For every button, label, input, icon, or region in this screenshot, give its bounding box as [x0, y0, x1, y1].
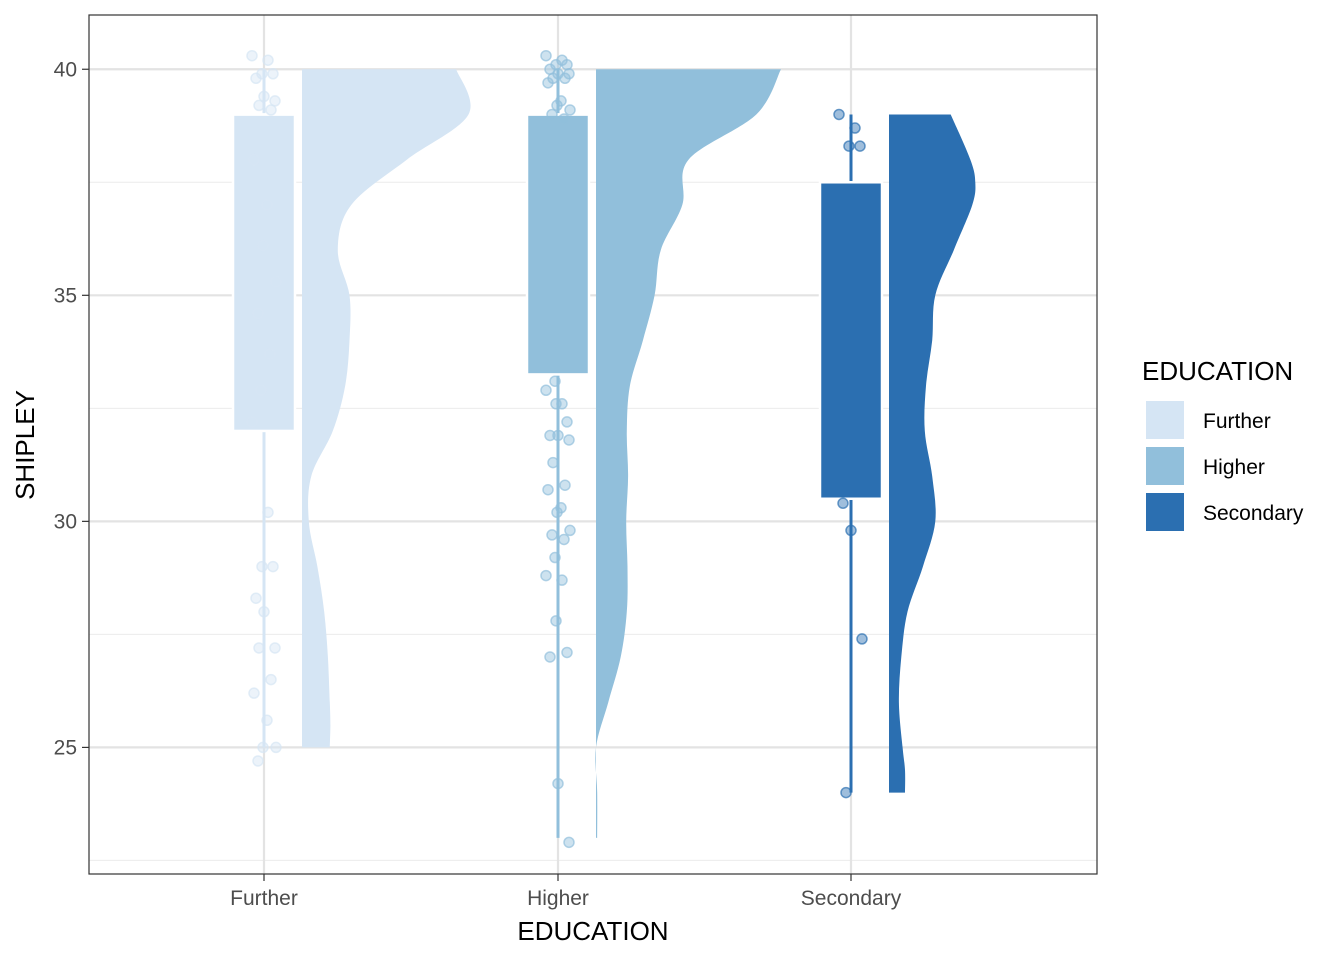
data-point-higher: [550, 615, 562, 627]
data-point-higher: [544, 651, 556, 663]
data-point-further: [261, 199, 273, 211]
data-point-further: [262, 506, 274, 519]
data-point-higher: [552, 429, 564, 442]
data-point-higher: [551, 506, 563, 519]
data-point-higher: [544, 429, 556, 442]
data-point-further: [267, 68, 279, 80]
data-point-higher: [563, 434, 575, 446]
box-secondary: [818, 181, 884, 501]
data-point-higher: [559, 72, 571, 85]
x-tick-label-further: Further: [230, 887, 298, 910]
data-point-higher: [558, 113, 570, 125]
panel-border: [88, 14, 1098, 875]
data-point-higher: [542, 77, 554, 89]
data-point-further: [257, 741, 269, 754]
box-further: [231, 113, 297, 433]
legend-key-further: [1146, 401, 1184, 439]
data-point-further: [253, 99, 265, 112]
data-point-secondary: [849, 122, 861, 134]
data-point-higher: [550, 398, 562, 410]
data-point-further: [270, 741, 282, 754]
data-point-further: [269, 642, 281, 654]
data-point-higher: [540, 49, 552, 62]
data-point-secondary: [856, 633, 868, 645]
data-point-higher: [558, 533, 570, 546]
data-point-secondary: [840, 786, 852, 799]
x-axis-title: EDUCATION: [517, 916, 668, 946]
data-point-further: [253, 642, 265, 654]
data-point-higher: [559, 479, 571, 491]
y-axis-ticks: 25 30 35 40: [54, 58, 89, 759]
data-point-higher: [549, 375, 561, 387]
y-tick-label: 25: [54, 736, 77, 759]
density-clouds: [302, 69, 976, 838]
boxplots: [231, 69, 884, 838]
data-point-further: [250, 72, 262, 85]
legend-items: Further Higher Secondary: [1146, 401, 1304, 531]
data-point-further: [257, 239, 269, 252]
data-point-higher: [546, 529, 558, 541]
data-point-higher: [551, 99, 563, 112]
data-point-further: [258, 90, 270, 103]
data-point-secondary: [845, 524, 857, 537]
data-point-further: [267, 560, 279, 573]
data-point-higher: [561, 646, 573, 659]
y-tick-label: 40: [54, 58, 77, 81]
legend-label-further: Further: [1203, 410, 1271, 433]
data-point-secondary: [843, 140, 855, 152]
data-point-further: [248, 153, 260, 166]
data-point-higher: [542, 483, 554, 496]
legend-key-higher: [1146, 447, 1184, 485]
data-point-higher: [547, 456, 559, 469]
x-axis-ticks: Further Higher Secondary: [230, 874, 902, 910]
jittered-points: [246, 49, 868, 849]
data-point-further: [270, 275, 282, 288]
data-point-further: [248, 687, 260, 699]
data-point-higher: [564, 524, 576, 537]
x-tick-label-secondary: Secondary: [801, 887, 902, 910]
data-point-higher: [564, 104, 576, 116]
density-cloud-secondary: [889, 114, 976, 793]
box-higher: [525, 113, 591, 376]
data-point-higher: [556, 574, 568, 586]
legend-key-secondary: [1146, 493, 1184, 531]
data-point-higher: [540, 569, 552, 582]
data-point-further: [250, 592, 262, 604]
data-point-secondary: [854, 140, 866, 152]
data-point-further: [255, 384, 267, 396]
data-point-secondary: [833, 108, 845, 121]
y-tick-label: 35: [54, 284, 77, 307]
density-cloud-higher: [595, 69, 781, 838]
data-point-further: [265, 104, 277, 116]
data-point-secondary: [837, 497, 849, 510]
data-point-higher: [546, 108, 558, 121]
data-point-further: [262, 54, 274, 66]
data-point-higher: [540, 384, 552, 396]
x-tick-label-higher: Higher: [527, 887, 589, 910]
legend: EDUCATION Further Higher Secondary: [1142, 356, 1304, 531]
data-point-further: [252, 755, 264, 767]
density-cloud-further: [302, 69, 471, 748]
data-point-further: [261, 714, 273, 727]
data-point-higher: [549, 551, 561, 564]
data-point-higher: [561, 416, 573, 428]
legend-label-secondary: Secondary: [1203, 502, 1304, 525]
data-point-further: [265, 673, 277, 686]
y-tick-label: 30: [54, 510, 77, 533]
data-point-higher: [552, 777, 564, 790]
data-point-further: [264, 348, 276, 360]
legend-title: EDUCATION: [1142, 356, 1293, 386]
data-point-further: [258, 606, 270, 618]
legend-label-higher: Higher: [1203, 456, 1265, 479]
data-point-higher: [563, 836, 575, 849]
y-axis-title: SHIPLEY: [10, 390, 40, 500]
data-point-further: [252, 307, 264, 320]
data-point-further: [246, 49, 258, 62]
data-point-further: [256, 560, 268, 573]
data-point-further: [246, 416, 258, 428]
